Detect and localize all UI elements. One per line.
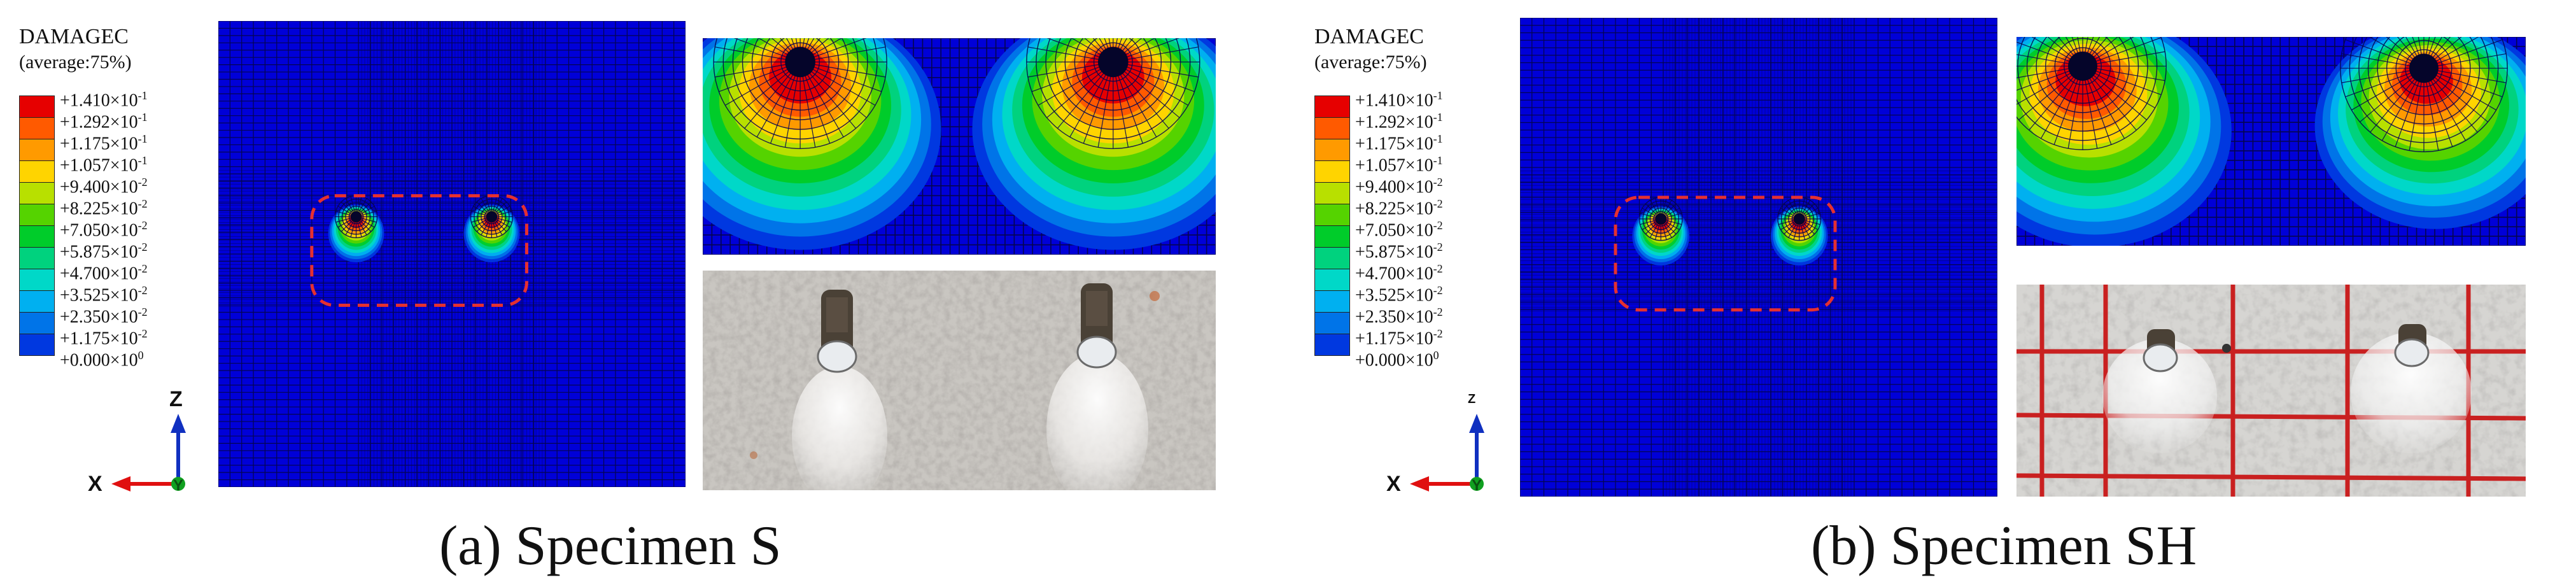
highlight-box — [310, 194, 528, 308]
legend-label: +0.000×100 — [1355, 349, 1439, 371]
legend-swatch — [19, 312, 55, 334]
fea-zoomed-view — [2016, 37, 2526, 246]
legend-swatch — [19, 225, 55, 248]
triad-x-label: X — [1386, 472, 1401, 496]
triad-y-label: Y — [1472, 477, 1482, 494]
fea-front-view — [218, 21, 686, 487]
legend-swatch — [1314, 225, 1350, 248]
legend-label: +8.225×10-2 — [60, 197, 148, 219]
legend-label: +5.875×10-2 — [1355, 241, 1443, 262]
legend-label: +1.410×10-1 — [60, 89, 148, 111]
legend-label: +1.292×10-1 — [1355, 111, 1443, 132]
legend-swatch — [19, 117, 55, 139]
legend-swatch — [19, 182, 55, 204]
legend-swatch — [1314, 312, 1350, 334]
anchor-bolt — [2394, 324, 2430, 367]
legend-subtitle: (average:75%) — [19, 52, 132, 73]
legend-label: +1.175×10-1 — [1355, 132, 1443, 154]
legend-label: +2.350×10-2 — [1355, 306, 1443, 327]
panel-caption: (a) Specimen S — [439, 515, 782, 577]
triad-z-label: Z — [1468, 392, 1476, 406]
fea-front-view — [1520, 18, 1997, 497]
legend-label: +7.050×10-2 — [1355, 219, 1443, 241]
coordinate-triad: Z X Y — [1381, 388, 1496, 503]
test-photo — [2016, 285, 2526, 497]
damage-legend: DAMAGEC (average:75%) +1.410×10-1 +1.292×… — [1314, 25, 1524, 382]
legend-swatch — [19, 290, 55, 313]
legend-label: +1.292×10-1 — [60, 111, 148, 132]
legend-swatch — [1314, 334, 1350, 356]
legend-swatch — [1314, 95, 1350, 118]
legend-label: +1.175×10-2 — [60, 327, 148, 349]
anchor-bolt — [817, 290, 857, 373]
legend-swatch — [1314, 247, 1350, 269]
damage-zone — [2016, 37, 2526, 246]
triad-y-label: Y — [173, 477, 184, 494]
legend-label: +4.700×10-2 — [1355, 262, 1443, 284]
test-photo — [703, 271, 1216, 490]
triad-arrows — [1410, 414, 1484, 492]
legend-label: +1.175×10-1 — [60, 132, 148, 154]
legend-swatch — [19, 334, 55, 356]
legend-label: +9.400×10-2 — [1355, 176, 1443, 197]
highlight-box — [1614, 195, 1837, 312]
legend-label: +9.400×10-2 — [60, 176, 148, 197]
mesh-grid — [218, 21, 686, 487]
legend-swatch — [1314, 269, 1350, 291]
damage-zone — [1632, 197, 1828, 265]
coordinate-triad: Z X Y — [83, 388, 197, 503]
legend-subtitle: (average:75%) — [1314, 52, 1427, 73]
anchor-bolt — [2143, 329, 2178, 372]
fea-zoomed-view — [703, 38, 1216, 255]
panel-specimen-sh: DAMAGEC (average:75%) +1.410×10-1 +1.292×… — [1299, 0, 2576, 587]
legend-label: +1.057×10-1 — [1355, 154, 1443, 176]
legend-label: +2.350×10-2 — [60, 306, 148, 327]
panel-caption: (b) Specimen SH — [1811, 515, 2197, 577]
legend-swatch — [19, 139, 55, 161]
panel-specimen-s: DAMAGEC (average:75%) +1.410×10-1 +1.292×… — [0, 0, 1279, 587]
legend-title: DAMAGEC — [19, 25, 129, 48]
legend-label: +8.225×10-2 — [1355, 197, 1443, 219]
legend-swatch — [1314, 117, 1350, 139]
legend-swatch — [19, 247, 55, 269]
triad-x-label: X — [88, 472, 102, 496]
triad-z-label: Z — [169, 387, 183, 411]
legend-swatch — [1314, 139, 1350, 161]
legend-label: +3.525×10-2 — [60, 284, 148, 306]
legend-swatch — [1314, 182, 1350, 204]
legend-label: +3.525×10-2 — [1355, 284, 1443, 306]
triad-arrows — [111, 414, 186, 492]
legend-swatch — [1314, 290, 1350, 313]
legend-label: +1.057×10-1 — [60, 154, 148, 176]
legend-swatch — [19, 204, 55, 226]
damage-legend: DAMAGEC (average:75%) +1.410×10-1 +1.292×… — [19, 25, 229, 382]
legend-swatch — [19, 95, 55, 118]
damage-zone — [703, 38, 1216, 250]
anchor-bolt — [1076, 283, 1117, 369]
legend-label: +1.175×10-2 — [1355, 327, 1443, 349]
legend-label: +0.000×100 — [60, 349, 144, 371]
legend-swatch — [19, 269, 55, 291]
legend-label: +1.410×10-1 — [1355, 89, 1443, 111]
legend-label: +4.700×10-2 — [60, 262, 148, 284]
legend-swatch — [1314, 160, 1350, 183]
legend-label: +7.050×10-2 — [60, 219, 148, 241]
legend-label: +5.875×10-2 — [60, 241, 148, 262]
legend-swatch — [19, 160, 55, 183]
legend-swatch — [1314, 204, 1350, 226]
legend-title: DAMAGEC — [1314, 25, 1424, 48]
mesh-grid — [1520, 18, 1997, 497]
damage-zone — [328, 195, 520, 263]
